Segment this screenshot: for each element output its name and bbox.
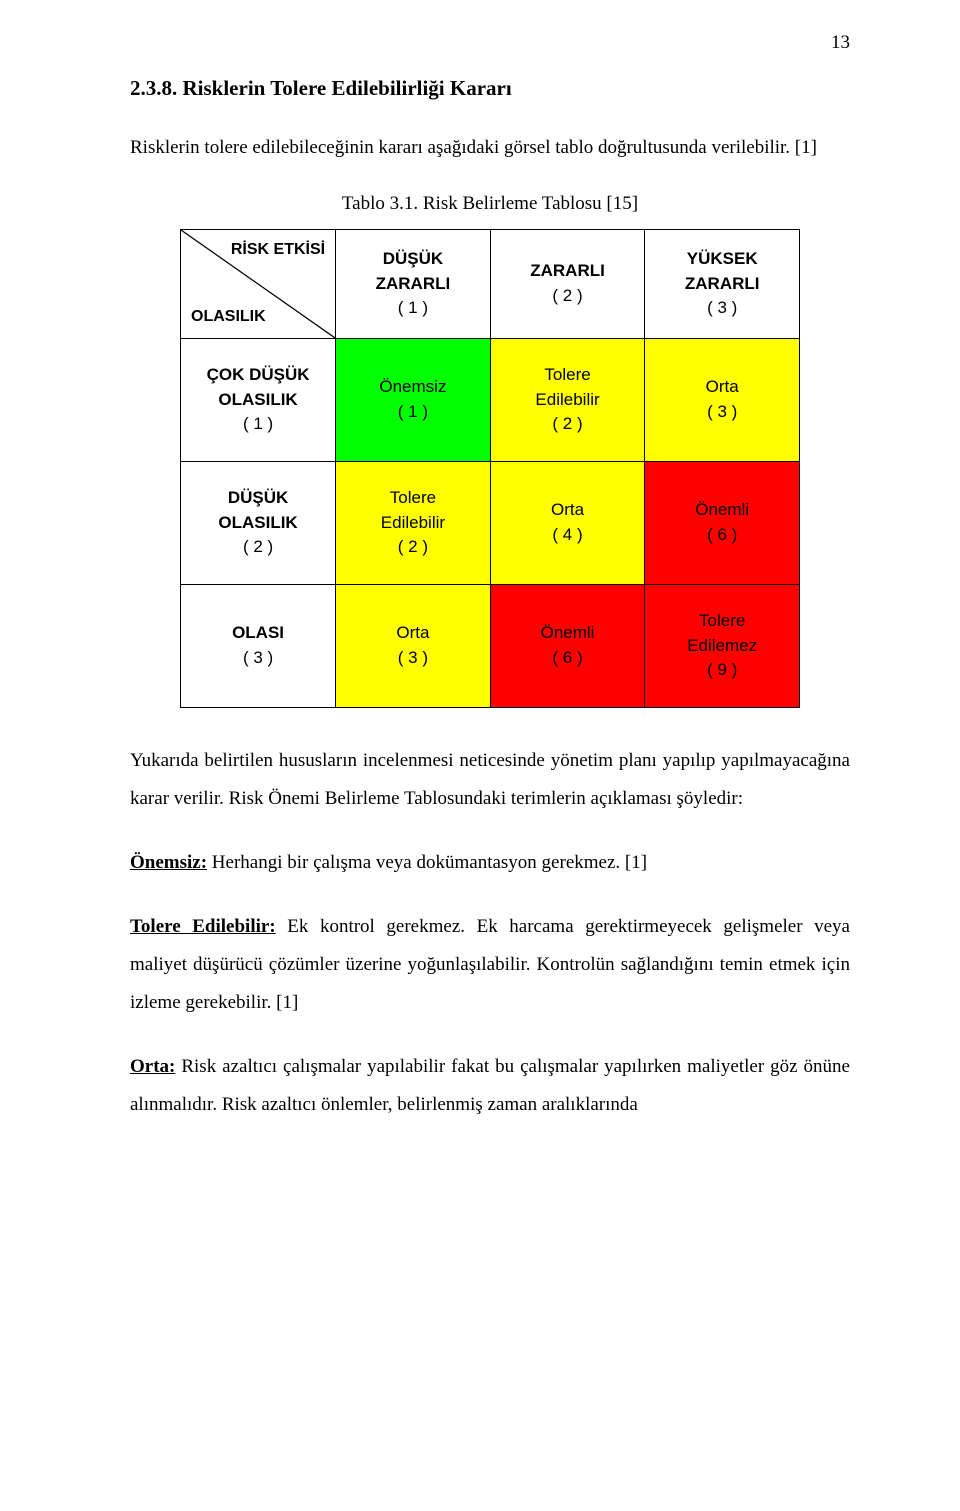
corner-bottom-label: OLASILIK	[191, 305, 266, 328]
cell-num: ( 6 )	[495, 646, 641, 671]
table-caption: Tablo 3.1. Risk Belirleme Tablosu [15]	[130, 193, 850, 215]
def-label: Tolere Edilebilir:	[130, 916, 276, 937]
row-header-text: DÜŞÜKOLASILIK	[185, 486, 331, 535]
cell-text: Önemli	[495, 621, 641, 646]
matrix-cell: Önemli( 6 )	[490, 585, 645, 708]
cell-num: ( 6 )	[649, 523, 795, 548]
matrix-cell: Önemli( 6 )	[645, 462, 800, 585]
page-number: 13	[831, 32, 850, 54]
col-header: ZARARLI ( 2 )	[490, 230, 645, 339]
row-header: ÇOK DÜŞÜKOLASILIK( 1 )	[181, 339, 336, 462]
cell-num: ( 2 )	[340, 535, 486, 560]
table-row: DÜŞÜKOLASILIK( 2 )TolereEdilebilir( 2 )O…	[181, 462, 800, 585]
table-row: ÇOK DÜŞÜKOLASILIK( 1 )Önemsiz( 1 )Tolere…	[181, 339, 800, 462]
row-header-text: ÇOK DÜŞÜKOLASILIK	[185, 363, 331, 412]
col-header-text: ZARARLI	[495, 259, 641, 284]
risk-matrix-table: RİSK ETKİSİ OLASILIK DÜŞÜKZARARLI ( 1 ) …	[180, 229, 800, 708]
def-text: Risk azaltıcı çalışmalar yapılabilir fak…	[130, 1056, 850, 1115]
col-header: DÜŞÜKZARARLI ( 1 )	[336, 230, 491, 339]
corner-cell: RİSK ETKİSİ OLASILIK	[181, 230, 336, 339]
page: 13 2.3.8. Risklerin Tolere Edilebilirliğ…	[0, 0, 960, 1511]
cell-text: Orta	[495, 498, 641, 523]
matrix-cell: TolereEdilebilir( 2 )	[336, 462, 491, 585]
col-header-text: DÜŞÜKZARARLI	[340, 247, 486, 296]
row-header-num: ( 3 )	[185, 646, 331, 671]
cell-text: TolereEdilebilir	[495, 363, 641, 412]
matrix-cell: TolereEdilemez( 9 )	[645, 585, 800, 708]
cell-num: ( 9 )	[649, 658, 795, 683]
cell-text: TolereEdilemez	[649, 609, 795, 658]
def-tolere: Tolere Edilebilir: Ek kontrol gerekmez. …	[130, 908, 850, 1022]
matrix-cell: Orta( 3 )	[336, 585, 491, 708]
row-header: OLASI( 3 )	[181, 585, 336, 708]
cell-num: ( 4 )	[495, 523, 641, 548]
row-header-num: ( 1 )	[185, 412, 331, 437]
def-label: Önemsiz:	[130, 852, 207, 873]
cell-text: Orta	[340, 621, 486, 646]
cell-text: TolereEdilebilir	[340, 486, 486, 535]
cell-text: Önemsiz	[340, 375, 486, 400]
col-header: YÜKSEKZARARLI ( 3 )	[645, 230, 800, 339]
def-onemsiz: Önemsiz: Herhangi bir çalışma veya doküm…	[130, 844, 850, 882]
col-header-text: YÜKSEKZARARLI	[649, 247, 795, 296]
intro-paragraph: Risklerin tolere edilebileceğinin kararı…	[130, 129, 850, 167]
col-header-num: ( 1 )	[340, 296, 486, 321]
cell-text: Önemli	[649, 498, 795, 523]
cell-num: ( 3 )	[649, 400, 795, 425]
matrix-cell: Orta( 3 )	[645, 339, 800, 462]
matrix-cell: TolereEdilebilir( 2 )	[490, 339, 645, 462]
matrix-cell: Orta( 4 )	[490, 462, 645, 585]
matrix-cell: Önemsiz( 1 )	[336, 339, 491, 462]
col-header-num: ( 3 )	[649, 296, 795, 321]
cell-num: ( 3 )	[340, 646, 486, 671]
cell-num: ( 2 )	[495, 412, 641, 437]
row-header: DÜŞÜKOLASILIK( 2 )	[181, 462, 336, 585]
col-header-num: ( 2 )	[495, 284, 641, 309]
row-header-text: OLASI	[185, 621, 331, 646]
table-row: OLASI( 3 )Orta( 3 )Önemli( 6 )TolereEdil…	[181, 585, 800, 708]
summary-paragraph: Yukarıda belirtilen hususların incelenme…	[130, 742, 850, 818]
def-text: Herhangi bir çalışma veya dokümantasyon …	[207, 852, 647, 873]
cell-num: ( 1 )	[340, 400, 486, 425]
section-heading: 2.3.8. Risklerin Tolere Edilebilirliği K…	[130, 76, 850, 101]
cell-text: Orta	[649, 375, 795, 400]
corner-top-label: RİSK ETKİSİ	[231, 238, 325, 261]
row-header-num: ( 2 )	[185, 535, 331, 560]
def-orta: Orta: Risk azaltıcı çalışmalar yapılabil…	[130, 1048, 850, 1124]
table-header-row: RİSK ETKİSİ OLASILIK DÜŞÜKZARARLI ( 1 ) …	[181, 230, 800, 339]
def-label: Orta:	[130, 1056, 175, 1077]
